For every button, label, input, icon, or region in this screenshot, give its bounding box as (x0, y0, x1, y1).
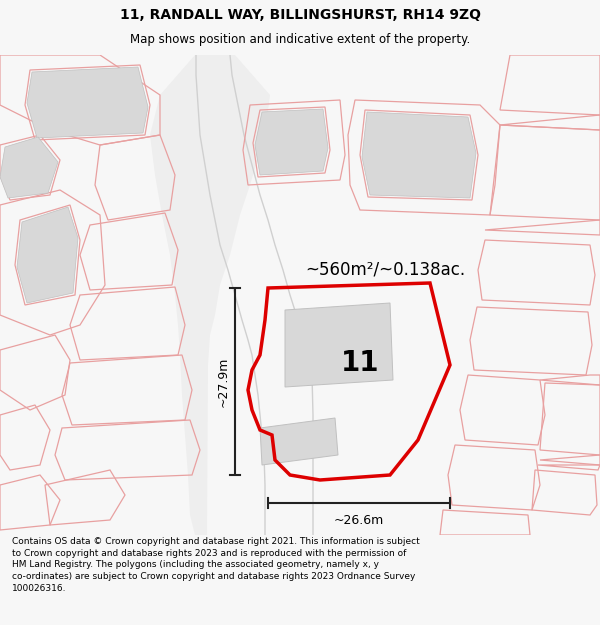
Polygon shape (260, 418, 338, 465)
Text: Contains OS data © Crown copyright and database right 2021. This information is : Contains OS data © Crown copyright and d… (12, 537, 420, 593)
Polygon shape (255, 109, 328, 175)
Text: Map shows position and indicative extent of the property.: Map shows position and indicative extent… (130, 33, 470, 46)
Text: ~560m²/~0.138ac.: ~560m²/~0.138ac. (305, 261, 465, 279)
Polygon shape (285, 303, 393, 387)
Text: ~26.6m: ~26.6m (334, 514, 384, 528)
Polygon shape (27, 67, 148, 138)
Polygon shape (150, 55, 270, 535)
Polygon shape (0, 137, 58, 198)
Polygon shape (17, 207, 78, 303)
Text: 11, RANDALL WAY, BILLINGSHURST, RH14 9ZQ: 11, RANDALL WAY, BILLINGSHURST, RH14 9ZQ (119, 8, 481, 22)
Text: 11: 11 (341, 349, 379, 377)
Polygon shape (362, 112, 476, 198)
Text: ~27.9m: ~27.9m (217, 356, 229, 407)
